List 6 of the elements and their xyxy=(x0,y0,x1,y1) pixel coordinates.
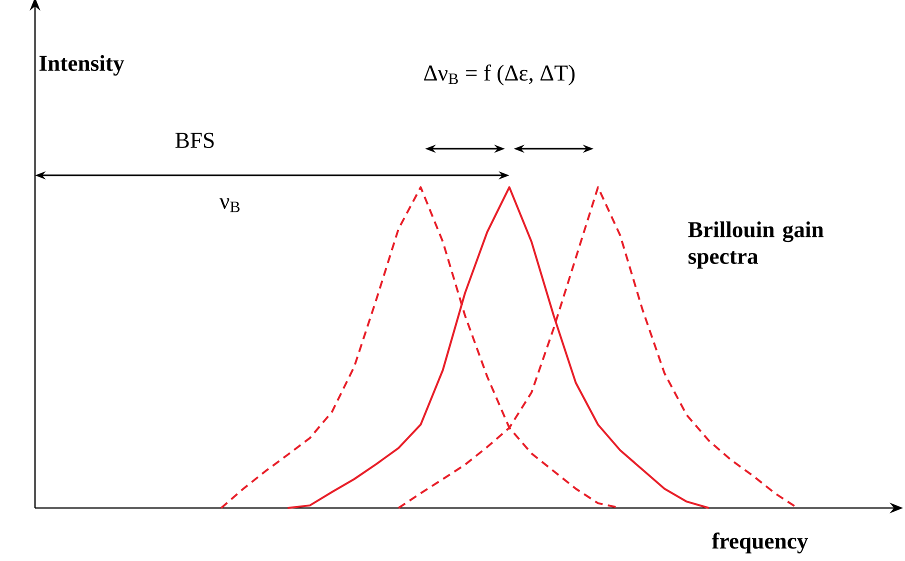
x-axis-title: frequency xyxy=(712,532,808,554)
text: BFS xyxy=(175,132,214,148)
text: Intensity xyxy=(39,55,124,76)
text: Δν$_{B}$ = f (Δε, ΔT) xyxy=(424,64,575,86)
annotation: Brillouin gain spectra xyxy=(688,221,824,269)
annotation: ν$_{B}$ xyxy=(220,198,240,212)
